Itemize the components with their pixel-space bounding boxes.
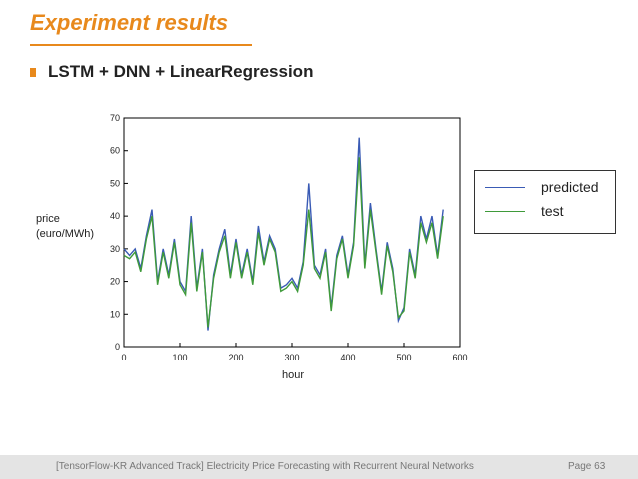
slide-title: Experiment results bbox=[30, 10, 229, 35]
y-tick-label: 20 bbox=[110, 277, 120, 287]
y-tick-label: 30 bbox=[110, 244, 120, 254]
y-tick-label: 70 bbox=[110, 113, 120, 123]
x-tick-label: 500 bbox=[396, 353, 411, 360]
y-axis-label: price (euro/MWh) bbox=[36, 212, 116, 242]
x-tick-label: 600 bbox=[452, 353, 467, 360]
y-axis-label-text: price (euro/MWh) bbox=[36, 213, 94, 240]
y-tick-label: 0 bbox=[115, 342, 120, 352]
y-tick-label: 40 bbox=[110, 211, 120, 221]
legend-swatch-predicted bbox=[485, 186, 525, 188]
y-axis-label-line: (euro/MWh) bbox=[36, 228, 95, 240]
y-tick-label: 60 bbox=[110, 146, 120, 156]
legend-label-test: test bbox=[541, 203, 564, 219]
plot-area bbox=[123, 117, 461, 348]
legend-label-predicted: predicted bbox=[541, 179, 599, 195]
page-number: Page 63 bbox=[568, 461, 606, 472]
x-tick-label: 100 bbox=[172, 353, 187, 360]
x-axis-label: hour bbox=[282, 369, 305, 381]
line-chart: 0 100 200 300 400 500 600 0 10 20 30 40 50 60 70 bbox=[110, 113, 468, 360]
bullet-row: LSTM + DNN + LinearRegression bbox=[30, 62, 313, 82]
x-tick-label: 0 bbox=[121, 353, 126, 360]
legend-item-test: test bbox=[485, 203, 564, 219]
legend-swatch-test bbox=[485, 210, 525, 212]
footer-text: [TensorFlow-KR Advanced Track] Electrici… bbox=[56, 461, 474, 472]
chart-legend: predicted test bbox=[474, 170, 616, 234]
title-underline bbox=[30, 44, 252, 46]
slide-footer: [TensorFlow-KR Advanced Track] Electrici… bbox=[0, 455, 638, 479]
y-axis-label-line: price bbox=[36, 213, 60, 225]
legend-item-predicted: predicted bbox=[485, 179, 599, 195]
y-tick-label: 10 bbox=[110, 309, 120, 319]
bullet-text: LSTM + DNN + LinearRegression bbox=[48, 62, 314, 81]
x-tick-label: 200 bbox=[228, 353, 243, 360]
x-tick-label: 400 bbox=[340, 353, 355, 360]
x-tick-label: 300 bbox=[284, 353, 299, 360]
bullet-square-icon bbox=[30, 67, 36, 77]
y-tick-label: 50 bbox=[110, 178, 120, 188]
series-line-test bbox=[123, 157, 444, 328]
